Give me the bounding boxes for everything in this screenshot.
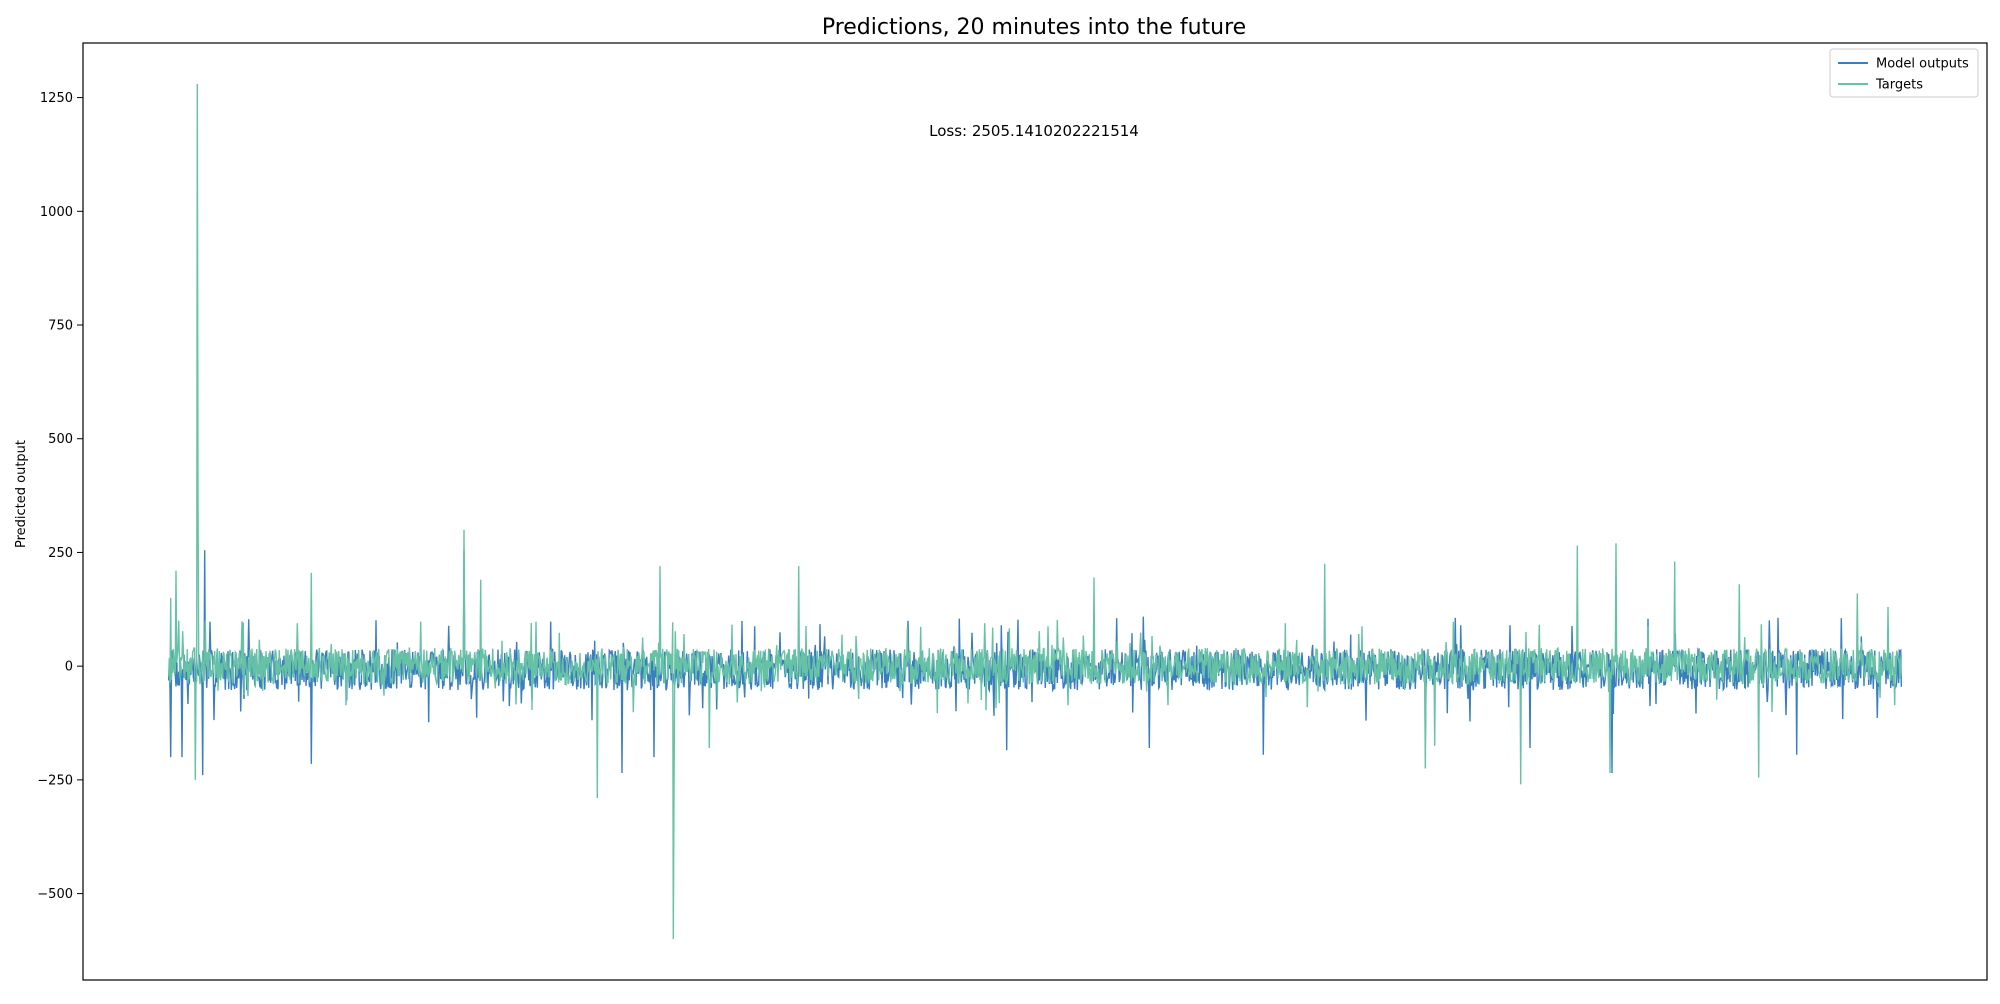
series-line-targets bbox=[168, 83, 1902, 940]
legend-label: Model outputs bbox=[1876, 57, 1969, 72]
y-tick-label: 1000 bbox=[40, 205, 73, 220]
plot-frame bbox=[82, 42, 1988, 981]
loss-annotation: Loss: 2505.1410202221514 bbox=[929, 122, 1139, 140]
y-tick-label: −500 bbox=[37, 887, 73, 902]
y-tick-label: 1250 bbox=[40, 91, 73, 106]
chart-title: Predictions, 20 minutes into the future bbox=[822, 15, 1246, 40]
y-axis-ticks: −500 −250 0 250 500 750 1000 1250 bbox=[37, 91, 83, 902]
legend: Model outputs Targets bbox=[1829, 48, 1979, 98]
y-tick-label: 0 bbox=[65, 660, 73, 675]
y-tick-label: 750 bbox=[48, 319, 73, 334]
y-axis-label: Predicted output bbox=[14, 440, 29, 548]
y-tick-label: −250 bbox=[37, 773, 73, 788]
y-tick-label: 500 bbox=[48, 432, 73, 447]
y-tick-label: 250 bbox=[48, 546, 73, 561]
plot-area bbox=[168, 83, 1902, 940]
legend-label: Targets bbox=[1875, 78, 1923, 93]
